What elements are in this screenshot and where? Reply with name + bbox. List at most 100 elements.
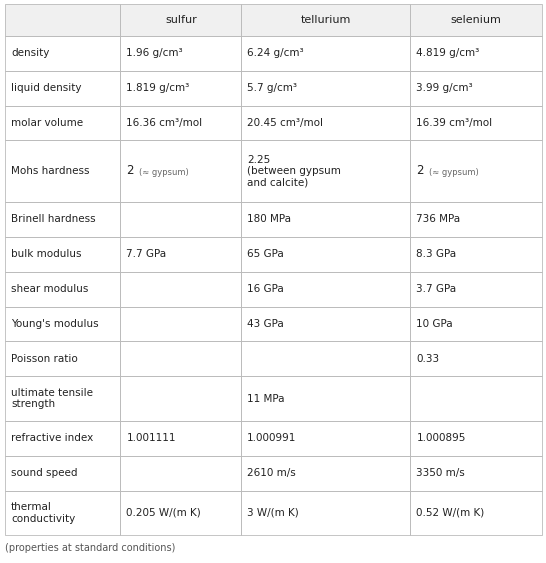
Bar [121,202,241,236]
Bar [241,341,411,376]
Bar [5,306,121,341]
Bar [411,455,542,490]
Text: (≈ gypsum): (≈ gypsum) [430,168,479,177]
Bar [241,306,411,341]
Bar [5,105,121,140]
Text: 6.24 g/cm³: 6.24 g/cm³ [247,48,304,58]
Text: 3 W/(m K): 3 W/(m K) [247,508,299,518]
Text: density: density [11,48,49,58]
Bar [411,271,542,306]
Text: 7.7 GPa: 7.7 GPa [127,249,167,259]
Bar [5,236,121,271]
Text: 736 MPa: 736 MPa [417,215,461,224]
Text: 16.39 cm³/mol: 16.39 cm³/mol [417,118,492,128]
Text: 2.25
(between gypsum
and calcite): 2.25 (between gypsum and calcite) [247,154,341,187]
Bar [411,70,542,105]
Text: 1.96 g/cm³: 1.96 g/cm³ [127,48,183,58]
Bar [241,455,411,490]
Text: 1.000991: 1.000991 [247,433,296,443]
Text: 2: 2 [417,164,424,177]
Text: 2: 2 [127,164,134,177]
Bar [5,376,121,421]
Text: 5.7 g/cm³: 5.7 g/cm³ [247,83,297,93]
Text: Young's modulus: Young's modulus [11,319,99,329]
Bar [411,202,542,236]
Text: tellurium: tellurium [301,15,351,25]
Text: bulk modulus: bulk modulus [11,249,81,259]
Bar [5,35,121,70]
Text: 20.45 cm³/mol: 20.45 cm³/mol [247,118,323,128]
Text: sound speed: sound speed [11,468,78,478]
Bar [5,490,121,535]
Text: 3.99 g/cm³: 3.99 g/cm³ [417,83,473,93]
Text: selenium: selenium [451,15,502,25]
Text: 0.33: 0.33 [417,354,440,364]
Bar [121,4,241,35]
Text: 8.3 GPa: 8.3 GPa [417,249,456,259]
Bar [5,341,121,376]
Bar [411,306,542,341]
Bar [121,306,241,341]
Bar [411,35,542,70]
Bar [121,341,241,376]
Bar [121,4,241,35]
Bar [5,421,121,455]
Bar [241,70,411,105]
Bar [121,105,241,140]
Bar [411,421,542,455]
Bar [411,490,542,535]
Bar [5,455,121,490]
Bar [121,35,241,70]
Bar [121,455,241,490]
Text: 0.52 W/(m K): 0.52 W/(m K) [417,508,485,518]
Bar [411,4,542,35]
Text: shear modulus: shear modulus [11,284,88,294]
Bar [121,376,241,421]
Text: Brinell hardness: Brinell hardness [11,215,96,224]
Bar [411,4,542,35]
Bar [241,202,411,236]
Bar [121,70,241,105]
Text: 11 MPa: 11 MPa [247,394,285,404]
Bar [241,421,411,455]
Text: 1.819 g/cm³: 1.819 g/cm³ [127,83,189,93]
Text: 180 MPa: 180 MPa [247,215,291,224]
Bar [121,271,241,306]
Text: Poisson ratio: Poisson ratio [11,354,78,364]
Text: 3350 m/s: 3350 m/s [417,468,465,478]
Bar [5,202,121,236]
Bar [241,236,411,271]
Text: liquid density: liquid density [11,83,81,93]
Text: 2610 m/s: 2610 m/s [247,468,296,478]
Text: sulfur: sulfur [165,15,197,25]
Bar [241,35,411,70]
Bar [241,105,411,140]
Bar [5,4,121,35]
Bar [411,376,542,421]
Bar [411,105,542,140]
Bar [5,271,121,306]
Bar [241,4,411,35]
Text: 4.819 g/cm³: 4.819 g/cm³ [417,48,480,58]
Text: ultimate tensile
strength: ultimate tensile strength [11,388,93,409]
Bar [5,70,121,105]
Bar [5,140,121,202]
Text: 65 GPa: 65 GPa [247,249,284,259]
Text: (properties at standard conditions): (properties at standard conditions) [5,543,175,553]
Text: (≈ gypsum): (≈ gypsum) [139,168,189,177]
Text: 16.36 cm³/mol: 16.36 cm³/mol [127,118,203,128]
Text: 16 GPa: 16 GPa [247,284,284,294]
Bar [411,140,542,202]
Bar [121,236,241,271]
Text: 1.000895: 1.000895 [417,433,466,443]
Text: 3.7 GPa: 3.7 GPa [417,284,456,294]
Bar [241,490,411,535]
Text: 0.205 W/(m K): 0.205 W/(m K) [127,508,201,518]
Bar [241,140,411,202]
Text: thermal
conductivity: thermal conductivity [11,502,75,524]
Text: 10 GPa: 10 GPa [417,319,453,329]
Bar [241,4,411,35]
Text: refractive index: refractive index [11,433,93,443]
Bar [411,236,542,271]
Bar [241,271,411,306]
